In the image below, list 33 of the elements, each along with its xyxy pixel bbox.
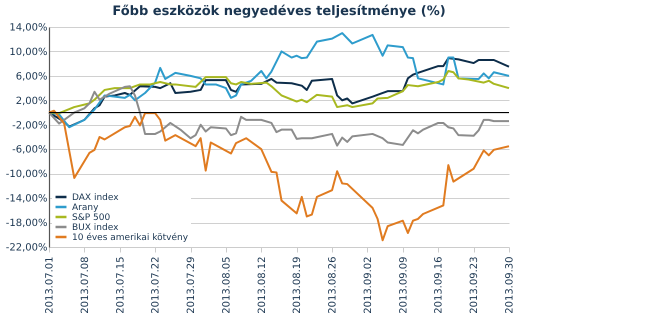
x-tick-label: 2013.07.01 (44, 256, 56, 314)
legend-label: DAX index (72, 193, 120, 203)
y-tick-label: -6,00% (12, 144, 48, 156)
legend-label: 10 éves amerikai kötvény (72, 232, 189, 243)
x-tick-label: 2013.09.09 (398, 256, 410, 314)
x-tick-label: 2013.09.16 (434, 256, 445, 314)
y-tick-label: 6,00% (16, 71, 48, 82)
chart-title: Főbb eszközök negyedéves teljesítménye (%) (112, 4, 446, 19)
y-tick-label: -14,00% (6, 194, 48, 205)
x-tick-label: 2013.08.05 (221, 256, 232, 314)
y-tick-label: -10,00% (6, 169, 48, 180)
x-tick-label: 2013.07.15 (115, 256, 126, 314)
x-tick-label: 2013.09.02 (362, 256, 374, 314)
x-tick-label: 2013.08.26 (328, 256, 339, 314)
x-tick-label: 2013.08.12 (256, 256, 268, 314)
x-tick-label: 2013.08.19 (292, 256, 304, 314)
y-tick-label: -22,00% (6, 242, 48, 254)
x-tick-label: 2013.07.22 (150, 256, 162, 314)
y-tick-label: 2,00% (16, 96, 48, 107)
legend-label: BUX index (72, 223, 120, 233)
x-tick-label: 2013.07.29 (186, 256, 198, 314)
x-tick-label: 2013.09.30 (504, 256, 516, 314)
y-tick-label: 14,00% (9, 22, 48, 34)
x-tick-label: 2013.09.23 (469, 256, 480, 314)
line-series (48, 85, 510, 147)
line-series (48, 110, 510, 242)
legend-label: Arany (72, 203, 100, 213)
y-tick-label: 10,00% (9, 46, 48, 58)
y-tick-label: -2,00% (12, 120, 48, 132)
line-series (48, 70, 510, 114)
x-tick-label: 2013.07.08 (80, 256, 91, 314)
legend-label: S&P 500 (72, 213, 110, 223)
y-tick-label: -18,00% (6, 218, 48, 230)
